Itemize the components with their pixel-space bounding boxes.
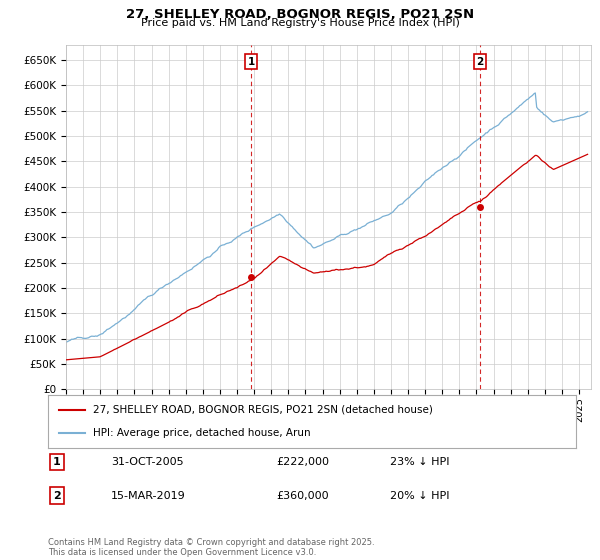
Text: 1: 1 (248, 57, 255, 67)
Text: 27, SHELLEY ROAD, BOGNOR REGIS, PO21 2SN (detached house): 27, SHELLEY ROAD, BOGNOR REGIS, PO21 2SN… (93, 405, 433, 415)
Text: 2: 2 (476, 57, 484, 67)
Text: £222,000: £222,000 (276, 457, 329, 467)
Text: Contains HM Land Registry data © Crown copyright and database right 2025.
This d: Contains HM Land Registry data © Crown c… (48, 538, 374, 557)
Text: Price paid vs. HM Land Registry's House Price Index (HPI): Price paid vs. HM Land Registry's House … (140, 18, 460, 29)
Text: 23% ↓ HPI: 23% ↓ HPI (390, 457, 449, 467)
Text: £360,000: £360,000 (276, 491, 329, 501)
Text: 27, SHELLEY ROAD, BOGNOR REGIS, PO21 2SN: 27, SHELLEY ROAD, BOGNOR REGIS, PO21 2SN (126, 8, 474, 21)
Text: 20% ↓ HPI: 20% ↓ HPI (390, 491, 449, 501)
Text: 15-MAR-2019: 15-MAR-2019 (111, 491, 186, 501)
Text: 2: 2 (53, 491, 61, 501)
Text: 1: 1 (53, 457, 61, 467)
Text: 31-OCT-2005: 31-OCT-2005 (111, 457, 184, 467)
Text: HPI: Average price, detached house, Arun: HPI: Average price, detached house, Arun (93, 428, 311, 438)
